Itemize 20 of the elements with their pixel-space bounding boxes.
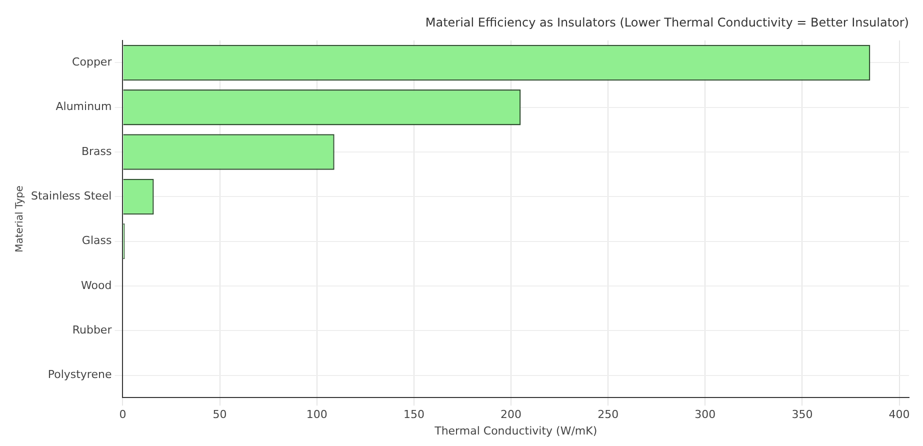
y-tick-label: Brass: [81, 144, 112, 158]
y-tick-label: Copper: [72, 56, 112, 69]
y-tick-label: Aluminum: [56, 100, 112, 114]
x-tick-label: 0: [119, 408, 126, 422]
x-tick-label: 300: [694, 408, 716, 422]
y-tick-label: Polystyrene: [48, 368, 112, 382]
y-tick-label: Wood: [81, 278, 112, 292]
x-tick-label: 200: [500, 408, 522, 422]
x-tick-label: 400: [888, 408, 910, 422]
y-tick-label: Rubber: [72, 323, 112, 336]
y-tick-label: Stainless Steel: [31, 190, 112, 203]
x-tick-label: 350: [792, 408, 813, 422]
x-tick-label: 150: [403, 408, 424, 422]
y-tick-label: Glass: [82, 234, 112, 248]
x-axis-title: Thermal Conductivity (W/mK): [434, 424, 598, 438]
chart-title: Material Efficiency as Insulators (Lower Thermal Conductivity = Better Insulator): [425, 15, 909, 30]
x-tick-label: 50: [212, 408, 227, 422]
y-axis-title: Material Type: [14, 186, 26, 252]
x-tick-label: 100: [306, 408, 328, 422]
x-tick-label: 250: [598, 408, 619, 422]
